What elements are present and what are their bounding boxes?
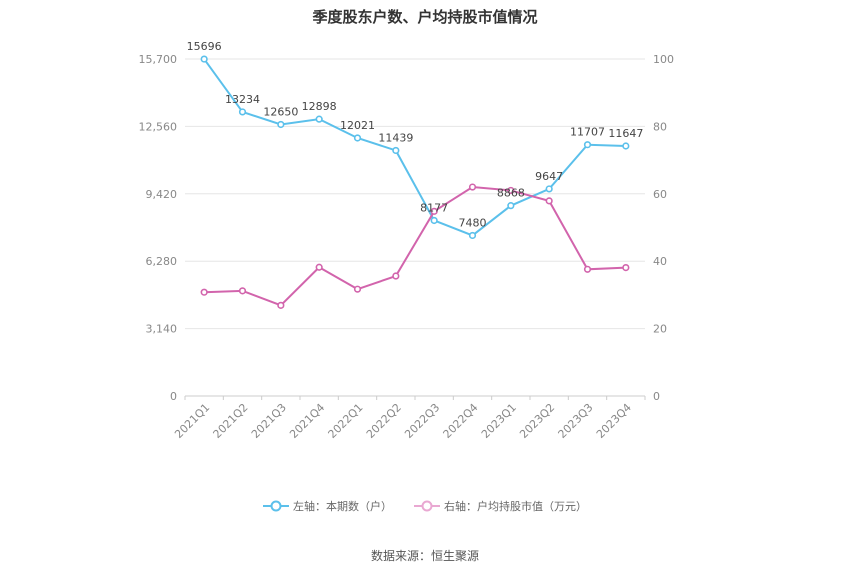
x-axis-tick-label: 2021Q4 (287, 401, 327, 441)
data-point-1 (507, 186, 515, 195)
right-axis-tick-label: 20 (653, 323, 667, 336)
data-point-0 (622, 142, 630, 150)
right-axis-tick-label: 100 (653, 53, 674, 66)
data-point-0 (277, 120, 285, 129)
right-axis-tick-label: 80 (653, 120, 667, 133)
right-axis-tick-label: 60 (653, 188, 667, 201)
x-axis-tick-label: 2021Q3 (249, 401, 289, 441)
data-label: 12898 (302, 100, 337, 113)
data-point-1 (238, 287, 247, 295)
x-axis-ticks: 2021Q12021Q22021Q32021Q42022Q12022Q22022… (172, 396, 646, 441)
x-axis-tick-label: 2023Q2 (517, 401, 557, 441)
grid-lines (185, 58, 645, 397)
data-point-1 (392, 272, 400, 280)
right-axis-tick-label: 40 (653, 255, 667, 268)
legend-line-marker-icon (414, 500, 440, 512)
x-axis-tick-label: 2022Q3 (402, 401, 442, 441)
data-label: 11439 (378, 131, 413, 144)
legend-line-marker-icon (263, 500, 289, 512)
data-label: 11707 (570, 126, 605, 139)
data-point-1 (622, 264, 630, 272)
data-point-0 (545, 185, 553, 193)
x-axis-tick-label: 2023Q3 (556, 401, 596, 441)
data-point-0 (238, 108, 247, 116)
series-line-0 (203, 58, 626, 237)
data-label: 9647 (535, 170, 563, 183)
data-point-1 (583, 265, 592, 273)
chart-title: 季度股东户数、户均持股市值情况 (312, 8, 538, 26)
data-label: 7480 (459, 216, 487, 229)
data-point-1 (200, 288, 208, 296)
legend-item-households[interactable]: 左轴：本期数（户） (263, 498, 392, 514)
x-axis-tick-label: 2022Q1 (326, 401, 366, 441)
data-point-0 (583, 141, 592, 149)
left-axis-tick-label: 6,280 (146, 255, 178, 268)
data-label: 12021 (340, 119, 375, 132)
x-axis-tick-label: 2023Q4 (594, 401, 634, 441)
left-axis-tick-label: 0 (170, 390, 177, 403)
legend-label-households: 左轴：本期数（户） (293, 500, 392, 513)
data-point-0 (315, 115, 323, 123)
series-layer (200, 55, 630, 309)
data-point-1 (315, 263, 323, 271)
data-point-1 (353, 285, 362, 293)
legend-label-avg-value: 右轴：户均持股市值（万元） (444, 500, 587, 513)
data-point-0 (392, 146, 400, 155)
data-point-0 (353, 134, 362, 142)
data-point-0 (507, 202, 515, 210)
x-axis-tick-label: 2022Q4 (441, 401, 481, 441)
data-label: 8177 (420, 201, 448, 214)
data-point-0 (430, 216, 438, 225)
x-axis-tick-label: 2023Q1 (479, 401, 519, 441)
series-line-1 (204, 186, 626, 307)
data-label: 11647 (608, 127, 643, 140)
data-label: 13234 (225, 93, 260, 106)
data-point-0 (200, 55, 208, 63)
x-axis-tick-label: 2022Q2 (364, 401, 404, 441)
right-axis-tick-label: 0 (653, 390, 660, 403)
left-axis-tick-label: 3,140 (146, 323, 178, 336)
left-axis-ticks: 0 3,140 6,280 9,420 12,560 15,700 (139, 53, 178, 403)
left-axis-tick-label: 9,420 (146, 188, 178, 201)
data-point-1 (277, 301, 285, 309)
data-point-1 (545, 197, 553, 205)
legend-item-avg-value[interactable]: 右轴：户均持股市值（万元） (414, 498, 587, 514)
data-label: 12650 (263, 105, 298, 118)
data-label: 15696 (187, 40, 222, 53)
data-label: 8868 (497, 187, 525, 200)
left-axis-tick-label: 12,560 (139, 120, 178, 133)
data-point-1 (430, 207, 438, 215)
legend: 左轴：本期数（户） 右轴：户均持股市值（万元） (0, 498, 850, 514)
left-axis-tick-label: 15,700 (139, 53, 178, 66)
x-axis-tick-label: 2021Q2 (211, 401, 251, 441)
right-axis-ticks: 0 20 40 60 80 100 (653, 53, 674, 403)
data-source: 数据来源：恒生聚源 (370, 549, 479, 563)
data-point-1 (468, 183, 477, 191)
x-axis-tick-label: 2021Q1 (172, 401, 212, 441)
data-point-0 (468, 231, 477, 240)
